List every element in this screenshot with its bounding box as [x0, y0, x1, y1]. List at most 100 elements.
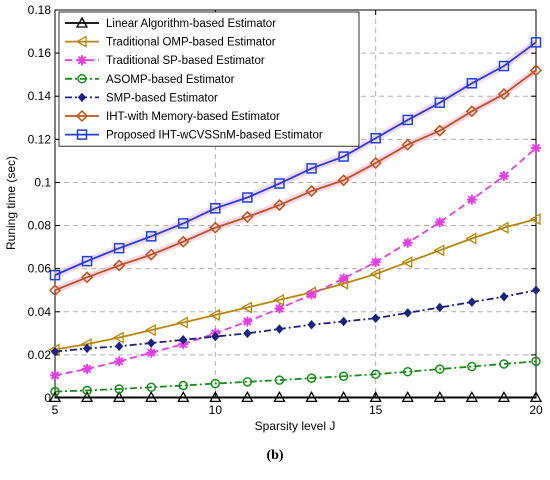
data-point-marker	[80, 391, 94, 403]
data-point-marker	[467, 361, 477, 372]
data-point-marker	[75, 16, 89, 28]
data-point-marker	[209, 391, 222, 403]
data-point-marker	[306, 373, 317, 383]
data-point-marker	[369, 391, 382, 403]
data-point-marker	[499, 291, 509, 302]
data-point-marker	[465, 105, 478, 118]
data-point-marker	[274, 178, 285, 189]
x-axis-label: Sparsity level J	[255, 419, 336, 433]
data-point-marker	[48, 391, 62, 403]
data-point-marker	[433, 124, 446, 137]
data-point-marker	[371, 313, 380, 324]
y-tick-label: 0.18	[28, 3, 52, 17]
data-point-marker	[465, 232, 477, 245]
data-point-marker	[307, 319, 316, 330]
data-point-marker	[435, 364, 445, 374]
data-point-marker	[114, 341, 124, 352]
data-point-marker	[178, 380, 189, 391]
series-5	[50, 285, 541, 357]
data-point-marker	[402, 114, 413, 126]
data-point-marker	[113, 242, 125, 254]
data-point-marker	[76, 129, 88, 140]
data-point-marker	[273, 391, 286, 403]
data-point-marker	[145, 248, 158, 261]
data-point-marker	[370, 369, 381, 380]
data-point-marker	[433, 244, 445, 257]
figure-caption: (b)	[0, 448, 550, 464]
x-tick-label: 10	[209, 403, 223, 417]
y-tick-label: 0.16	[28, 46, 52, 60]
series-line	[54, 147, 537, 377]
y-tick-label: 0.1	[34, 175, 51, 189]
data-point-marker	[81, 255, 93, 267]
y-tick-label: 0.08	[28, 219, 52, 233]
data-point-marker	[369, 156, 382, 170]
data-point-marker	[178, 218, 189, 229]
legend-entry: Linear Algorithm-based Estimator	[65, 16, 276, 30]
data-point-marker	[75, 35, 87, 48]
data-point-marker	[242, 192, 253, 203]
data-point-marker	[339, 316, 348, 327]
data-point-marker	[82, 363, 93, 374]
data-point-marker	[531, 356, 541, 367]
data-point-marker	[112, 331, 124, 344]
data-point-marker	[177, 235, 190, 248]
data-point-marker	[210, 203, 221, 214]
data-point-marker	[209, 221, 222, 234]
data-point-marker	[401, 391, 414, 403]
y-tick-label: 0.02	[28, 348, 52, 362]
data-point-marker	[113, 259, 126, 272]
data-point-marker	[114, 384, 124, 394]
data-point-marker	[147, 338, 156, 348]
data-point-marker	[273, 199, 286, 212]
data-point-marker	[370, 133, 381, 144]
legend-entry: Proposed IHT-wCVSSnM-based Estimator	[65, 129, 323, 142]
series-line	[54, 218, 537, 351]
data-point-marker	[306, 163, 317, 174]
legend-label: Proposed IHT-wCVSSnM-based Estimator	[106, 130, 323, 142]
series-layer	[48, 37, 543, 403]
series-1	[48, 391, 543, 403]
series-6	[48, 64, 543, 297]
data-point-marker	[497, 391, 511, 403]
data-point-marker	[337, 391, 350, 403]
legend-label: ASOMP-based Estimator	[106, 74, 235, 86]
data-point-marker	[434, 97, 446, 108]
data-point-marker	[211, 331, 220, 342]
series-4	[50, 356, 541, 397]
data-point-marker	[305, 391, 318, 403]
series-line	[54, 41, 537, 276]
data-point-marker	[274, 375, 285, 385]
x-tick-label: 15	[369, 403, 383, 417]
data-point-marker	[242, 316, 253, 327]
series-3	[50, 142, 541, 381]
data-point-marker	[146, 382, 156, 392]
data-point-marker	[243, 328, 252, 339]
data-point-marker	[401, 138, 414, 151]
data-point-marker	[77, 74, 87, 84]
data-point-marker	[241, 210, 254, 223]
y-axis-label: Runing time (sec)	[4, 156, 18, 250]
data-point-marker	[81, 271, 94, 284]
data-point-marker	[49, 269, 61, 281]
data-point-marker	[242, 377, 253, 387]
data-point-marker	[337, 174, 350, 187]
data-point-marker	[338, 273, 349, 284]
data-point-marker	[48, 284, 62, 297]
data-point-marker	[50, 370, 60, 381]
data-point-marker	[403, 308, 412, 318]
data-point-marker	[82, 343, 92, 354]
axes: 0 0.02 0.04 0.06 0.08 0.1 0.12 0.14 0.16 0.18 5 10 1…	[28, 3, 543, 417]
data-point-marker	[529, 64, 543, 77]
series-line	[54, 69, 537, 292]
data-point-marker	[179, 335, 188, 345]
legend-label: Traditional SP-based Estimator	[106, 55, 265, 67]
x-tick-label: 5	[52, 403, 59, 417]
data-point-marker	[113, 391, 126, 403]
data-point-marker	[498, 60, 510, 72]
data-point-marker	[145, 391, 158, 403]
legend: Linear Algorithm-based Estimator Traditio…	[58, 11, 360, 147]
data-point-marker	[401, 256, 413, 269]
legend-entry: SMP-based Estimator	[65, 92, 218, 104]
